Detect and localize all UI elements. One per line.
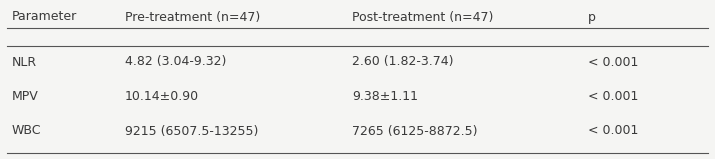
Text: p: p [588,10,596,24]
Text: MPV: MPV [12,90,39,103]
Text: 4.82 (3.04-9.32): 4.82 (3.04-9.32) [125,55,227,69]
Text: 9.38±1.11: 9.38±1.11 [352,90,418,103]
Text: < 0.001: < 0.001 [588,124,638,138]
Text: Pre-treatment (n=47): Pre-treatment (n=47) [125,10,260,24]
Text: WBC: WBC [12,124,41,138]
Text: 10.14±0.90: 10.14±0.90 [125,90,199,103]
Text: 7265 (6125-8872.5): 7265 (6125-8872.5) [352,124,478,138]
Text: < 0.001: < 0.001 [588,90,638,103]
Text: < 0.001: < 0.001 [588,55,638,69]
Text: NLR: NLR [12,55,37,69]
Text: 2.60 (1.82-3.74): 2.60 (1.82-3.74) [352,55,453,69]
Text: 9215 (6507.5-13255): 9215 (6507.5-13255) [125,124,258,138]
Text: Parameter: Parameter [12,10,77,24]
Text: Post-treatment (n=47): Post-treatment (n=47) [352,10,493,24]
